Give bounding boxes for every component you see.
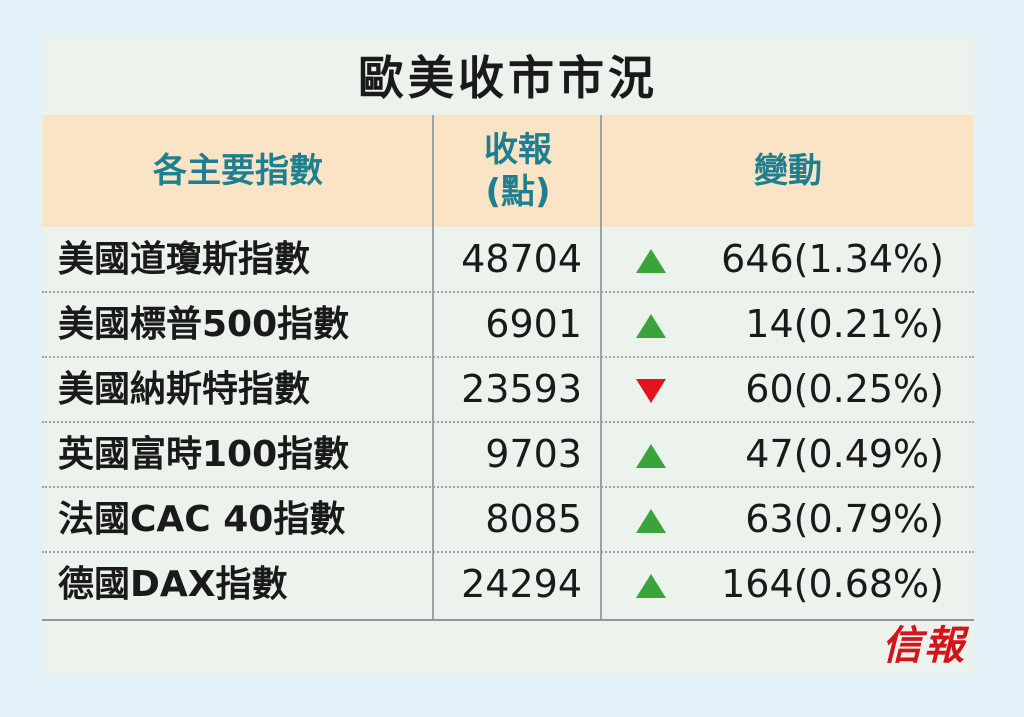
index-name: 德國DAX指數 — [58, 564, 288, 605]
change-value: 47(0.49%) — [745, 432, 944, 476]
row-divider — [42, 551, 974, 553]
index-name: 法國CAC 40指數 — [58, 499, 346, 540]
down-triangle-icon — [636, 379, 666, 403]
table-row: 法國CAC 40指數 8085 63(0.79%) — [42, 487, 974, 552]
header-close-line2: (點) — [485, 172, 551, 212]
table-title: 歐美收市市況 — [358, 51, 658, 105]
table-row: 英國富時100指數 9703 47(0.49%) — [42, 422, 974, 487]
row-divider — [42, 486, 974, 488]
table-header: 各主要指數 收報 (點) 變動 — [42, 115, 974, 227]
row-divider — [42, 421, 974, 423]
close-value: 23593 — [461, 367, 582, 411]
index-name: 美國道瓊斯指數 — [58, 239, 311, 280]
index-name: 美國標普500指數 — [58, 304, 350, 345]
table-row: 德國DAX指數 24294 164(0.68%) — [42, 552, 974, 617]
header-index-name: 各主要指數 — [153, 151, 323, 191]
close-value: 9703 — [485, 432, 582, 476]
column-divider — [600, 115, 602, 619]
column-divider — [432, 115, 434, 619]
header-close: 收報 (點) — [434, 115, 602, 227]
close-value: 6901 — [485, 302, 582, 346]
header-change: 變動 — [754, 151, 822, 191]
table-bottom-rule — [42, 619, 974, 621]
up-triangle-icon — [636, 444, 666, 468]
table-row: 美國道瓊斯指數 48704 646(1.34%) — [42, 227, 974, 292]
index-name: 英國富時100指數 — [58, 434, 350, 475]
publisher-logo: 信報 — [882, 622, 966, 669]
up-triangle-icon — [636, 574, 666, 598]
change-value: 164(0.68%) — [721, 562, 944, 606]
header-close-line1: 收報 — [484, 130, 552, 170]
close-value: 48704 — [461, 237, 582, 281]
up-triangle-icon — [636, 509, 666, 533]
close-value: 24294 — [461, 562, 582, 606]
change-value: 60(0.25%) — [745, 367, 944, 411]
market-table-card: 歐美收市市況 各主要指數 收報 (點) 變動 美國道瓊斯指數 48704 646(1… — [42, 35, 974, 675]
up-triangle-icon — [636, 314, 666, 338]
close-value: 8085 — [485, 497, 582, 541]
row-divider — [42, 356, 974, 358]
change-value: 63(0.79%) — [745, 497, 944, 541]
change-value: 646(1.34%) — [721, 237, 944, 281]
table-row: 美國標普500指數 6901 14(0.21%) — [42, 292, 974, 357]
table-row: 美國納斯特指數 23593 60(0.25%) — [42, 357, 974, 422]
index-name: 美國納斯特指數 — [58, 369, 311, 410]
row-divider — [42, 291, 974, 293]
up-triangle-icon — [636, 249, 666, 273]
change-value: 14(0.21%) — [745, 302, 944, 346]
